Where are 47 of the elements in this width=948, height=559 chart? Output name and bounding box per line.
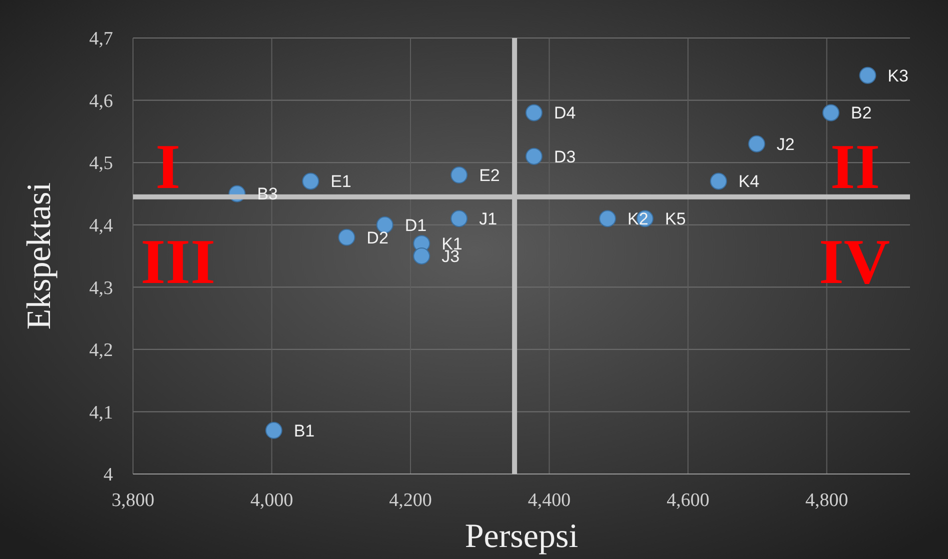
point (413, 248, 430, 264)
y-tick-label: 4,6 (89, 90, 113, 112)
point (450, 166, 468, 184)
annotation: D4 (554, 104, 576, 123)
x-tick-label: 4,400 (528, 490, 571, 511)
annotation: II (830, 131, 880, 202)
annotation: K3 (888, 66, 908, 86)
point (599, 210, 616, 228)
point (710, 172, 728, 190)
y-tick-label: 4,3 (89, 278, 113, 299)
annotation: K5 (664, 210, 686, 229)
annotation: I (156, 131, 180, 202)
y-tick-label: 4,1 (89, 402, 113, 424)
annotation: E2 (479, 166, 500, 185)
point (859, 66, 876, 84)
x-tick-label: 4,800 (805, 490, 848, 511)
y-tick-label: 4,5 (89, 153, 113, 174)
point (450, 210, 468, 228)
point (376, 216, 394, 234)
point (526, 104, 542, 122)
point (526, 148, 542, 165)
y-tick-label: 4 (104, 464, 114, 486)
annotation: B2 (850, 104, 872, 123)
x-axis-title: Persepsi (464, 518, 578, 555)
annotation: B1 (294, 421, 315, 440)
y-tick-label: 4,4 (89, 216, 114, 237)
annotation: K4 (738, 172, 760, 192)
x-tick-label: 4,600 (666, 490, 710, 511)
x-tick-label: 4,000 (250, 490, 294, 511)
point (265, 422, 282, 439)
annotation: E1 (330, 172, 352, 192)
y-axis-title: Ekspektasi (21, 182, 58, 330)
point (338, 228, 356, 246)
point (302, 172, 320, 190)
y-tick-label: 4,2 (89, 340, 113, 362)
annotation: III (140, 226, 216, 297)
annotation: J1 (479, 210, 498, 229)
y-tick-label: 4,7 (89, 28, 113, 50)
annotation: IV (818, 226, 890, 297)
point (748, 135, 766, 152)
x-tick-label: 3,800 (112, 490, 154, 511)
annotation: D1 (404, 216, 427, 235)
annotation: J2 (776, 134, 795, 154)
x-tick-label: 4,200 (389, 490, 432, 511)
annotation: D2 (366, 228, 388, 248)
annotation: D3 (554, 147, 576, 166)
point (822, 104, 840, 122)
